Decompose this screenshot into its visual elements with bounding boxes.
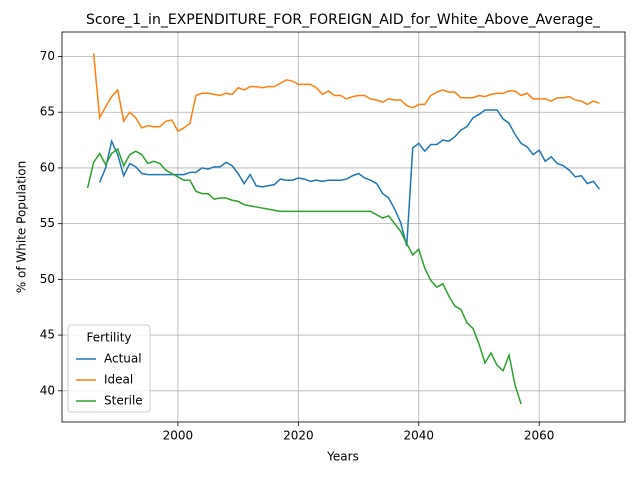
x-tick-label: 2000 <box>163 429 194 443</box>
y-tick-label: 40 <box>40 383 55 397</box>
y-tick-label: 70 <box>40 49 55 63</box>
x-tick-label: 2020 <box>283 429 314 443</box>
y-tick-label: 60 <box>40 160 55 174</box>
y-tick-label: 65 <box>40 105 55 119</box>
legend-title: Fertility <box>86 331 131 345</box>
x-tick-label: 2060 <box>524 429 555 443</box>
plot-frame <box>61 31 626 423</box>
y-tick-label: 55 <box>40 216 55 230</box>
x-axis-label: Years <box>326 450 359 464</box>
line <box>86 147 522 405</box>
legend-label: Sterile <box>104 394 143 408</box>
x-tick-label: 2040 <box>403 429 434 443</box>
y-tick-label: 50 <box>40 272 55 286</box>
y-tick-label: 45 <box>40 328 55 342</box>
legend-label: Actual <box>104 352 142 366</box>
line <box>92 53 600 133</box>
chart-title: Score_1_in_EXPENDITURE_FOR_FOREIGN_AID_f… <box>86 12 601 28</box>
line <box>98 109 601 247</box>
legend-box <box>67 324 151 413</box>
legend-label: Ideal <box>104 373 133 387</box>
y-axis-label: % of White Population <box>15 161 29 293</box>
